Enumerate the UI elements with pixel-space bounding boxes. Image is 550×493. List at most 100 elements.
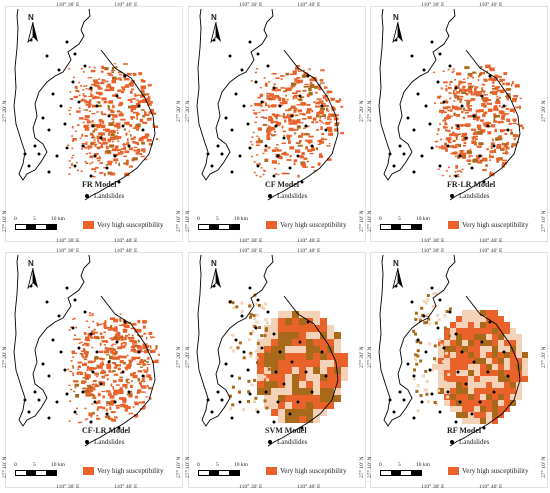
- map-canvas: [5, 6, 183, 242]
- scale-label-10: 10 km: [234, 462, 248, 468]
- very-high-swatch: [266, 221, 277, 230]
- landslide-point: [486, 124, 490, 128]
- study-area-boundary-east: [449, 49, 521, 201]
- landslide-point: [47, 374, 51, 378]
- landslide-point: [422, 314, 426, 318]
- legend-landslides-label: Landslides: [277, 192, 308, 200]
- right-top-tick: 27° 20′ N: [541, 346, 547, 369]
- landslide-point: [478, 154, 482, 158]
- legend-very-high: Very high susceptibility: [83, 467, 164, 476]
- landslide-point: [254, 326, 258, 330]
- landslide-point: [89, 86, 93, 90]
- landslide-point: [234, 338, 238, 342]
- landslide-point: [454, 86, 458, 90]
- landslide-point: [73, 298, 77, 302]
- landslide-point: [464, 136, 468, 140]
- landslide-point: [51, 338, 55, 342]
- map-panel-svm: 110° 30′ E 110° 40′ E 110° 30′ E 110° 40′ E…: [185, 248, 366, 490]
- landslide-point: [388, 152, 392, 156]
- right-top-tick: 27° 20′ N: [176, 100, 182, 123]
- bottom-left-tick: 110° 30′ E: [239, 484, 263, 490]
- north-label: N: [211, 13, 217, 22]
- scale-label-5: 5: [216, 462, 219, 468]
- landslide-point: [27, 164, 31, 168]
- map-canvas: [5, 252, 183, 488]
- scale-bar: 0 5 10 km: [379, 216, 440, 236]
- landslide-point: [458, 400, 462, 404]
- scale-bar-graphic: [15, 470, 57, 476]
- landslide-point: [438, 298, 442, 302]
- left-top-tick: 27° 20′ N: [367, 100, 373, 123]
- top-left-tick: 110° 30′ E: [56, 2, 80, 8]
- very-high-swatch: [448, 467, 459, 476]
- landslide-point: [37, 152, 41, 156]
- landslide-point: [420, 154, 424, 158]
- landslide-point: [127, 144, 131, 148]
- legend-very-high-label: Very high susceptibility: [462, 467, 529, 475]
- scale-bar-graphic: [380, 470, 422, 476]
- right-top-tick: 27° 20′ N: [541, 100, 547, 123]
- top-left-tick: 110° 30′ E: [239, 248, 263, 254]
- model-title: FR-LR Model: [447, 180, 496, 189]
- left-top-tick: 27° 20′ N: [2, 100, 8, 123]
- map-panel-fr-lr: 110° 30′ E 110° 40′ E 110° 30′ E 110° 40′ E…: [367, 2, 548, 244]
- bottom-left-tick: 110° 30′ E: [421, 238, 445, 244]
- landslide-point: [410, 300, 414, 304]
- landslide-point: [278, 350, 282, 354]
- landslide-point: [107, 360, 111, 364]
- landslide-point: [272, 174, 276, 178]
- legend-landslides: Landslides: [85, 438, 124, 446]
- landslide-point: [416, 338, 420, 342]
- landslide-point: [117, 180, 121, 184]
- north-label: N: [28, 259, 34, 268]
- landslide-point: [422, 68, 426, 72]
- north-arrow-icon: N: [209, 259, 223, 291]
- landslide-point: [228, 300, 232, 304]
- landslide-point: [240, 314, 244, 318]
- north-arrow-icon: N: [26, 13, 40, 45]
- landslide-point: [488, 320, 492, 324]
- landslide-point: [298, 94, 302, 98]
- landslide-point: [55, 154, 59, 158]
- susceptibility-raster: [250, 65, 345, 178]
- landslide-point: [256, 52, 260, 56]
- north-label: N: [393, 13, 399, 22]
- landslide-point: [454, 332, 458, 336]
- left-top-tick: 27° 20′ N: [185, 346, 191, 369]
- left-bottom-tick: 27° 10′ N: [367, 456, 373, 479]
- left-top-tick: 27° 20′ N: [2, 346, 8, 369]
- landslide-point: [260, 346, 264, 350]
- landslide-point: [506, 374, 510, 378]
- top-right-tick: 110° 40′ E: [479, 248, 503, 254]
- landslide-point: [59, 350, 63, 354]
- map-canvas: [188, 252, 366, 488]
- landslide-point: [416, 92, 420, 96]
- study-area-boundary: [196, 254, 274, 427]
- landslide-point: [502, 104, 506, 108]
- landslide-point: [304, 370, 308, 374]
- landslide-point: [73, 52, 77, 56]
- landslide-point: [260, 100, 264, 104]
- study-area-boundary-east: [449, 295, 521, 447]
- map-panel-cf: 110° 30′ E 110° 40′ E 110° 30′ E 110° 40′ E…: [185, 2, 366, 244]
- landslide-point: [274, 370, 278, 374]
- landslide-point: [91, 370, 95, 374]
- landslide-point: [402, 152, 406, 156]
- landslide-point: [456, 124, 460, 128]
- legend-landslides-label: Landslides: [94, 192, 125, 200]
- landslide-point: [137, 104, 141, 108]
- landslide-point: [310, 390, 314, 394]
- landslide-point: [224, 116, 228, 120]
- study-area-boundary: [13, 254, 91, 427]
- model-title: RF Model: [447, 426, 482, 435]
- study-area-boundary: [378, 8, 456, 181]
- landslide-point: [23, 152, 27, 156]
- landslide-point: [81, 390, 85, 394]
- legend-very-high-label: Very high susceptibility: [462, 221, 529, 229]
- north-arrow-icon: N: [209, 13, 223, 45]
- landslide-point: [290, 360, 294, 364]
- landslide-point: [121, 124, 125, 128]
- landslide-point: [410, 54, 414, 58]
- landslide-point: [77, 100, 81, 104]
- scale-label-0: 0: [14, 216, 17, 222]
